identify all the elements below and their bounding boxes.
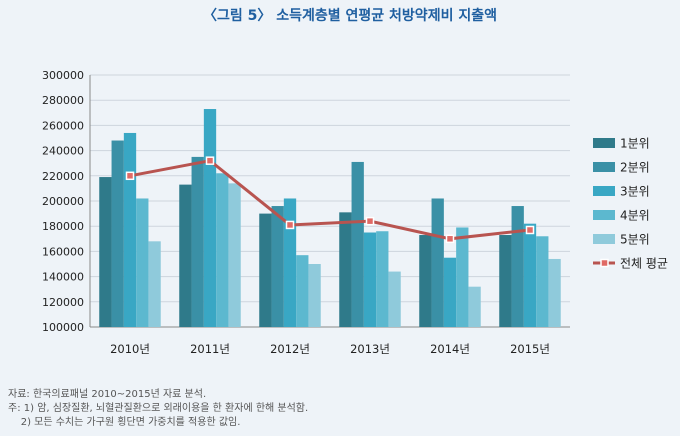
legend-label: 4분위 [620,209,650,223]
x-tick-label: 2011년 [190,342,230,356]
note-2: 2) 모든 수치는 가구원 횡단면 가중치를 적용한 값임. [8,417,241,428]
average-line-path [129,159,531,241]
legend-marker [600,258,609,268]
y-tick-label: 300000 [42,69,84,82]
legend-label: 2분위 [620,161,650,175]
bar [111,140,124,327]
y-tick-label: 100000 [42,321,84,334]
y-tick-label: 220000 [42,170,84,183]
bar [339,212,352,327]
legend-label: 1분위 [620,137,650,151]
legend-swatch [593,234,615,244]
bar [283,198,297,327]
legend-label: 3분위 [620,185,650,199]
bar [511,206,524,327]
bar [148,241,161,327]
grid [89,74,570,328]
x-tick-label: 2014년 [430,342,470,356]
bar [363,232,377,327]
bar [468,286,481,327]
x-axis: 2010년 2011년 2012년 2013년 2014년 2015년 [110,342,550,356]
line-point [525,225,535,235]
bar [431,198,444,327]
line-point [205,156,215,165]
y-tick-label: 160000 [42,245,84,258]
bar [191,156,204,327]
y-tick-label: 240000 [42,145,84,158]
legend-label: 5분위 [620,233,650,247]
legend-swatch [593,162,615,172]
bar [271,206,284,327]
legend-swatch [593,138,615,148]
bar [499,235,512,327]
note-source: 자료: 한국의료패널 2010~2015년 자료 분석. [8,389,207,400]
y-tick-label: 140000 [42,271,84,284]
bar [536,236,549,327]
bar [136,198,149,327]
bar [456,227,469,327]
bar [308,264,321,327]
bar [443,257,457,327]
bar [216,173,229,327]
y-tick-label: 180000 [42,220,84,233]
bar [548,258,561,327]
line-point [365,216,375,226]
y-tick-label: 280000 [42,94,84,107]
bar [179,184,192,327]
bar [296,255,309,327]
bar [259,213,272,327]
x-tick-label: 2012년 [270,342,310,356]
average-line [125,156,535,244]
bar [419,235,432,327]
bar [388,271,401,327]
bar [351,161,364,327]
legend-swatch [593,210,615,220]
line-point [285,220,295,230]
bar [99,177,112,327]
bar [523,223,537,327]
bar [123,132,137,327]
y-tick-label: 120000 [42,296,84,309]
x-tick-label: 2010년 [110,342,150,356]
note-1: 주: 1) 암, 심장질환, 뇌혈관질환으로 외래이용을 한 환자에 한해 분석… [8,403,309,414]
chart: 〈그림 5〉 소득계층별 연평균 처방약제비 지출액 1000001200001… [42,7,668,356]
legend-label: 전체 평균 [620,257,668,271]
y-tick-label: 260000 [42,119,84,132]
chart-title: 〈그림 5〉 소득계층별 연평균 처방약제비 지출액 [203,7,497,24]
bar [228,183,241,327]
legend-swatch [593,186,615,196]
notes: 자료: 한국의료패널 2010~2015년 자료 분석. 주: 1) 암, 심장… [8,388,308,430]
bar [376,231,389,327]
y-axis: 100000 120000 140000 160000 180000 200000 2200… [42,69,84,334]
line-point [445,234,455,244]
x-tick-label: 2013년 [350,342,390,356]
x-tick-label: 2015년 [510,342,550,356]
bar [203,109,217,328]
y-tick-label: 200000 [42,195,84,208]
bars [99,109,561,328]
line-point [125,171,135,181]
